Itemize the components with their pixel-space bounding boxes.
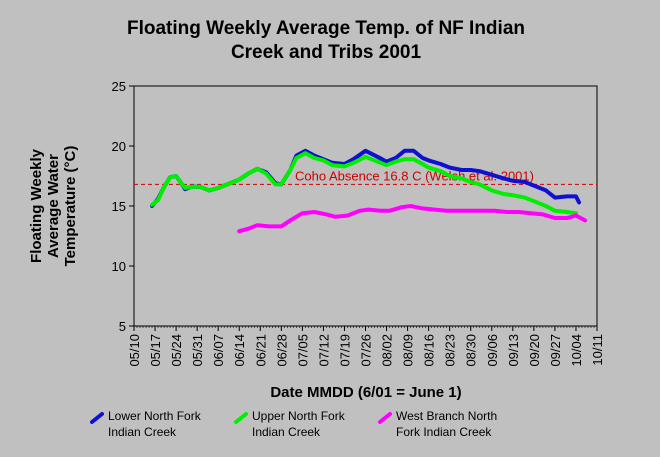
x-tick-label: 06/07 — [211, 334, 226, 367]
y-tick-label: 20 — [112, 139, 126, 154]
x-tick-label: 08/30 — [464, 334, 479, 367]
legend-label: West Branch North — [396, 409, 497, 423]
x-tick-label: 05/31 — [190, 334, 205, 367]
x-tick-label: 06/14 — [232, 334, 247, 367]
x-tick-label: 07/26 — [359, 334, 374, 367]
x-tick-label: 09/20 — [527, 334, 542, 367]
plot-area — [133, 85, 598, 327]
x-tick-label: 05/24 — [169, 334, 184, 367]
x-tick-label: 08/02 — [380, 334, 395, 367]
x-tick-label: 07/12 — [316, 334, 331, 367]
x-axis: 05/10 05/17 05/24 05/31 06/07 06/14 06/21 06/28… — [127, 326, 605, 367]
series-group — [150, 148, 587, 234]
x-tick-label: 05/17 — [148, 334, 163, 367]
legend-label: Indian Creek — [108, 425, 177, 439]
x-tick-label: 08/09 — [401, 334, 416, 367]
chart-title-line-2: Creek and Tribs 2001 — [231, 42, 422, 63]
y-tick-label: 10 — [112, 259, 126, 274]
y-axis: 5 10 15 20 25 — [112, 79, 134, 334]
x-tick-label: 09/06 — [485, 334, 500, 367]
legend-swatch — [90, 412, 104, 424]
y-axis-title: Floating Weekly Average Water Temperatur… — [28, 146, 79, 267]
x-axis-title: Date MMDD (6/01 = June 1) — [270, 384, 461, 401]
legend-label: Fork Indian Creek — [396, 425, 492, 439]
y-axis-title-line-1: Floating Weekly — [28, 148, 45, 263]
x-tick-label: 06/28 — [274, 334, 289, 367]
y-tick-label: 5 — [119, 319, 126, 334]
x-tick-label: 10/11 — [590, 334, 605, 366]
x-tick-label: 08/16 — [422, 334, 437, 367]
legend-swatch — [378, 412, 392, 424]
x-tick-label: 06/21 — [253, 334, 268, 367]
legend-label: Indian Creek — [252, 425, 321, 439]
x-tick-label: 07/05 — [295, 334, 310, 367]
series-line-3 — [237, 204, 587, 234]
y-tick-label: 15 — [112, 199, 126, 214]
series-line-2 — [150, 151, 578, 216]
legend-label: Lower North Fork — [108, 409, 202, 423]
y-tick-label: 25 — [112, 79, 126, 94]
x-tick-label: 09/27 — [548, 334, 563, 367]
y-axis-title-line-2: Average Water — [45, 154, 62, 258]
legend-label: Upper North Fork — [252, 409, 346, 423]
x-tick-label: 10/04 — [569, 334, 584, 367]
x-tick-label: 08/23 — [443, 334, 458, 367]
legend: Lower North Fork Indian Creek Upper North … — [90, 409, 497, 439]
legend-swatch — [234, 412, 248, 424]
x-tick-label: 05/10 — [127, 334, 142, 367]
y-axis-title-line-3: Temperature (°C) — [62, 146, 79, 267]
x-tick-label: 09/13 — [506, 334, 521, 367]
chart-title-line-1: Floating Weekly Average Temp. of NF Indi… — [127, 18, 525, 39]
x-tick-label: 07/19 — [337, 334, 352, 367]
